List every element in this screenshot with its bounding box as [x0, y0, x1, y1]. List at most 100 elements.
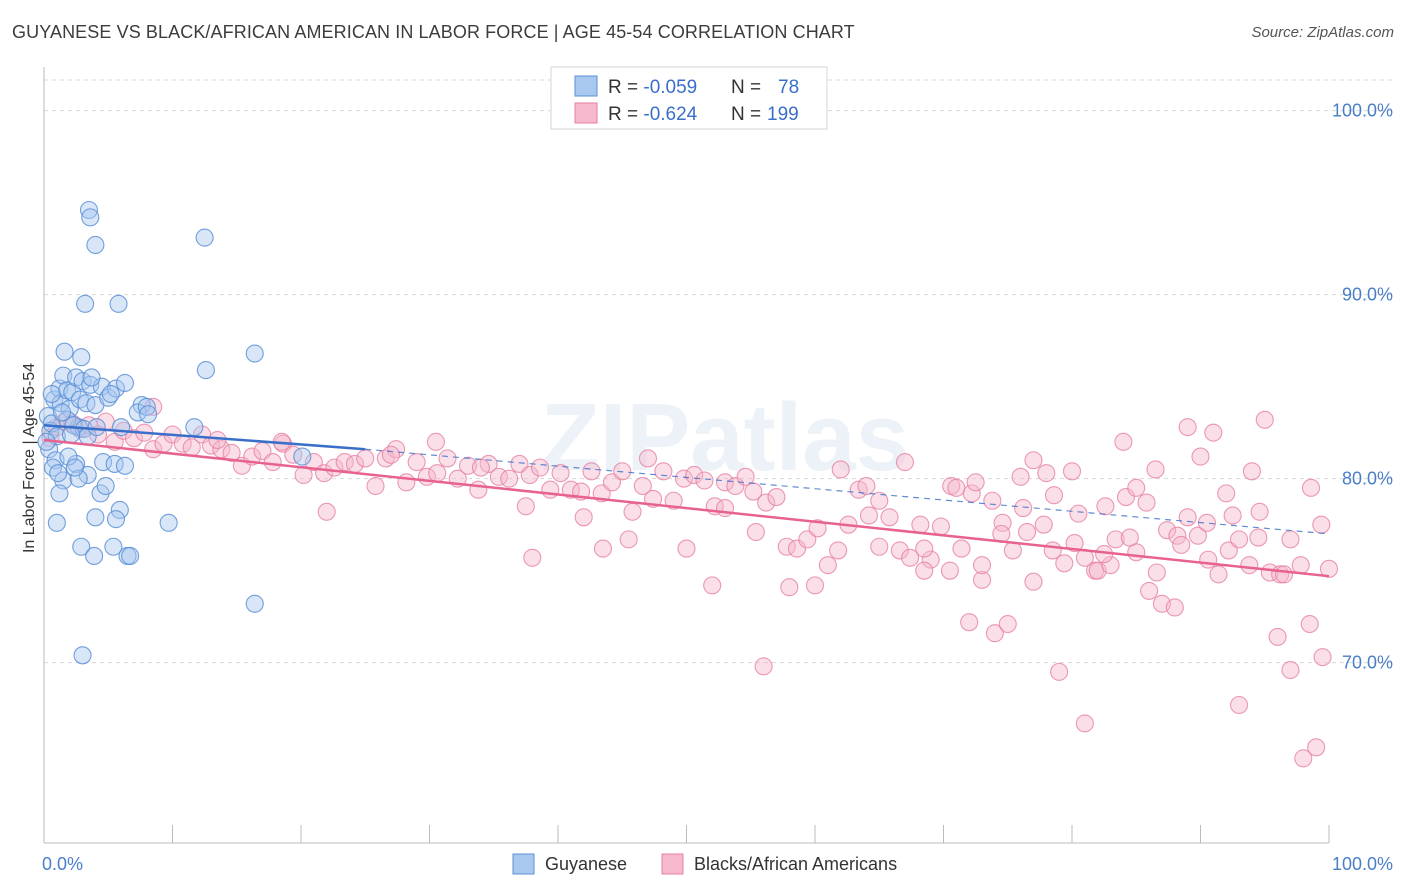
data-point-black — [1024, 451, 1043, 470]
data-point-black — [1116, 488, 1136, 507]
data-point-black — [1217, 484, 1236, 503]
y-tick-label: 80.0% — [1342, 469, 1393, 489]
data-point-black — [520, 465, 539, 485]
x-tick-label: 100.0% — [1332, 854, 1393, 874]
data-point-guyanese — [73, 646, 92, 665]
data-point-guyanese — [72, 348, 91, 367]
data-point-black — [757, 493, 776, 512]
data-point-guyanese — [65, 458, 84, 477]
y-tick-labels: 70.0% 80.0% 90.0% 100.0% — [1332, 101, 1393, 673]
data-point-black — [523, 548, 542, 567]
data-point-black — [1044, 486, 1064, 505]
data-point-black — [931, 517, 950, 536]
data-point-black — [284, 445, 303, 464]
data-point-black — [633, 476, 652, 496]
data-point-black — [516, 497, 535, 516]
data-point-black — [1017, 522, 1037, 542]
data-point-guyanese — [115, 373, 135, 393]
data-point-black — [695, 471, 714, 490]
bottom-legend-label-guyanese: Guyanese — [545, 854, 627, 874]
data-point-guyanese — [63, 383, 82, 402]
data-point-guyanese — [59, 447, 78, 466]
data-point-black — [1172, 535, 1191, 554]
data-point-black — [1120, 528, 1139, 547]
data-point-black — [685, 465, 704, 485]
data-point-black — [1312, 515, 1331, 534]
data-point-black — [890, 541, 909, 560]
data-point-guyanese — [110, 500, 129, 519]
data-point-black — [510, 454, 529, 473]
data-point-black — [880, 508, 899, 527]
data-point-guyanese — [104, 537, 123, 556]
bottom-legend-swatch-black — [661, 853, 684, 875]
data-point-guyanese — [87, 418, 106, 437]
data-point-black — [870, 491, 889, 510]
data-point-guyanese — [106, 379, 126, 398]
data-point-guyanese — [139, 405, 158, 424]
data-point-black — [1300, 614, 1319, 634]
data-point-guyanese — [85, 546, 104, 565]
data-point-black — [1055, 554, 1074, 573]
data-point-black — [998, 614, 1017, 634]
data-point-black — [304, 453, 323, 472]
data-point-black — [1281, 530, 1300, 549]
data-point-black — [469, 480, 488, 499]
data-point-black — [500, 469, 519, 488]
data-point-black — [1140, 581, 1159, 600]
data-point-guyanese — [196, 361, 215, 380]
data-point-black — [1223, 506, 1242, 525]
data-point-guyanese — [96, 476, 115, 496]
data-point-black — [471, 458, 490, 477]
trend-line-black — [43, 438, 1330, 578]
data-point-black — [1062, 462, 1082, 481]
data-point-black — [895, 453, 915, 472]
x-tick-labels: 0.0% 100.0% — [42, 854, 1393, 874]
data-point-black — [715, 473, 735, 492]
data-point-black — [1274, 565, 1294, 584]
grid-lines — [44, 79, 1392, 664]
legend-swatch-black — [574, 102, 598, 124]
data-point-black — [983, 491, 1002, 510]
data-point-guyanese — [293, 447, 312, 466]
data-point-black — [1319, 559, 1339, 578]
data-point-black — [1250, 502, 1269, 521]
data-point-guyanese — [94, 453, 113, 472]
data-point-black — [1307, 738, 1326, 757]
data-point-guyanese — [49, 464, 68, 483]
legend-r-label: R = — [608, 104, 643, 125]
data-point-black — [1230, 530, 1249, 549]
data-point-black — [144, 440, 163, 459]
data-point-black — [397, 473, 416, 492]
data-point-black — [1249, 528, 1268, 547]
data-point-guyanese — [50, 484, 69, 503]
data-point-guyanese — [77, 394, 96, 413]
data-point-black — [1188, 526, 1207, 545]
data-point-black — [952, 539, 971, 558]
data-point-black — [1034, 515, 1053, 534]
legend-r-label: R = — [608, 77, 643, 98]
data-point-black — [1281, 660, 1300, 680]
data-point-black — [1178, 418, 1197, 437]
data-point-black — [619, 530, 638, 549]
data-point-black — [1255, 410, 1274, 429]
data-point-black — [1050, 662, 1069, 681]
y-tick-label: 70.0% — [1342, 653, 1393, 673]
data-point-black — [798, 530, 817, 549]
data-point-black — [317, 502, 336, 521]
data-point-black — [915, 561, 934, 580]
data-point-black — [780, 578, 799, 597]
data-point-black — [947, 478, 966, 497]
data-point-black — [808, 519, 827, 538]
data-point-black — [1219, 541, 1238, 560]
data-point-black — [1037, 464, 1056, 483]
data-point-guyanese — [185, 418, 204, 437]
data-point-black — [677, 539, 696, 558]
data-point-black — [381, 445, 401, 464]
bottom-legend-swatch-guyanese — [512, 853, 535, 875]
data-point-guyanese — [43, 458, 63, 477]
data-point-black — [746, 522, 765, 542]
data-point-black — [1199, 550, 1218, 569]
legend-box: R = -0.059 N = 78 R = -0.624 N = 199 — [550, 66, 828, 130]
data-point-guyanese — [47, 513, 66, 532]
